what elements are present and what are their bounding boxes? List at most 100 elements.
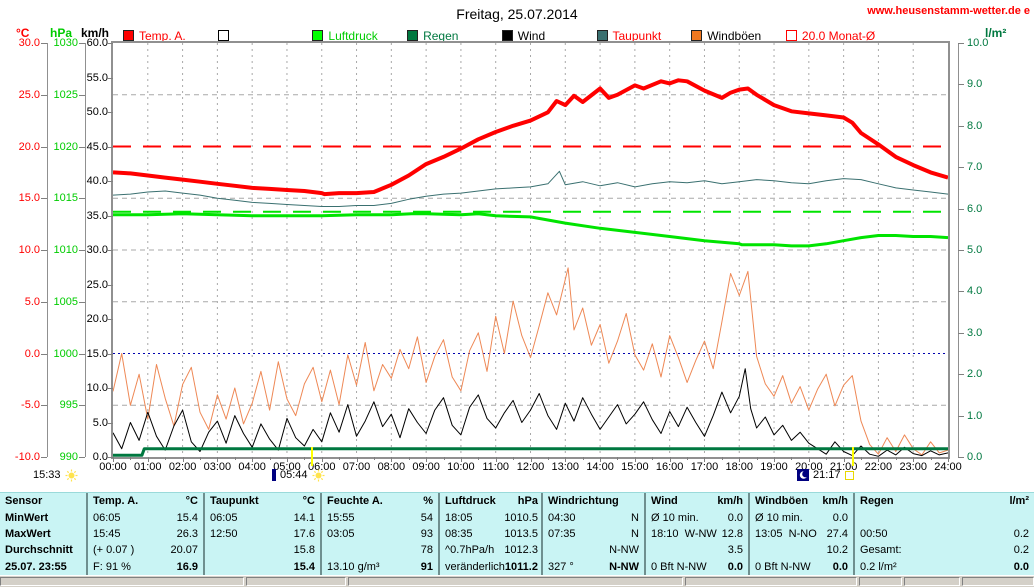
hour-tick	[252, 457, 254, 462]
half-hour-tick	[861, 457, 863, 460]
table-row: Gesamt: 0.2	[860, 544, 1029, 557]
statusbar-segment	[246, 577, 346, 586]
table-col-sensor: Sensor MinWert MaxWert Durchschnitt 25.07. 2…	[0, 493, 88, 575]
half-hour-tick	[617, 457, 619, 460]
time-label: 07:00	[342, 461, 371, 473]
wind-tick-label: 25.0	[86, 278, 108, 291]
pressure-tick-label: 995	[59, 399, 78, 412]
time-label: 23:00	[899, 461, 927, 473]
table-row: 10.2	[826, 544, 848, 557]
legend-item-temp-a-[interactable]: Temp. A.	[123, 28, 186, 43]
rain-tick	[958, 250, 964, 251]
time-label: 24:00	[934, 461, 962, 473]
hour-tick	[495, 457, 497, 462]
rain-tick-label: 3.0	[967, 326, 983, 339]
legend-item-windb-en[interactable]: Windböen	[691, 29, 761, 43]
table-row: Ø 10 min. 0.0	[755, 511, 848, 524]
hour-tick	[113, 457, 114, 462]
pressure-tick-label: 1025	[53, 88, 78, 101]
series-luftdruck	[113, 212, 948, 248]
wind-tick-label: 35.0	[86, 209, 108, 222]
table-header: Windrichtung	[548, 495, 619, 508]
legend-item-wind[interactable]: Wind	[501, 29, 545, 43]
wind-tick	[107, 77, 113, 79]
hour-tick	[286, 457, 288, 462]
sunrise-time: 05:44	[280, 469, 308, 481]
time-label: 14:00	[586, 461, 614, 473]
chart-plot-area	[113, 43, 948, 457]
time-label: 22:00	[864, 461, 893, 473]
hour-tick	[843, 457, 845, 462]
rain-tick-label: 9.0	[967, 78, 983, 91]
half-hour-tick	[199, 457, 201, 460]
pressure-tick	[79, 146, 85, 148]
page-title: Freitag, 25.07.2014	[456, 6, 578, 22]
wind-tick	[107, 284, 113, 286]
hour-tick	[147, 457, 149, 462]
wind-tick	[107, 250, 113, 251]
half-hour-tick	[339, 457, 341, 460]
time-label: 13:00	[551, 461, 580, 473]
legend-item-empty[interactable]	[217, 29, 234, 42]
wind-tick-label: 5.0	[92, 416, 108, 429]
table-col-windrichtung: Windrichtung 04:30 N 07:35 N N-NW 327 ° N-NW	[543, 493, 646, 575]
temp-tick-label: 25.0	[18, 88, 40, 101]
row-label: Sensor	[5, 495, 43, 508]
legend-label: Temp. A.	[139, 28, 186, 43]
legend-item-20-0-monat-[interactable]: 20.0 Monat-Ø	[785, 29, 875, 43]
rain-tick	[958, 125, 964, 127]
legend-item-taupunkt[interactable]: Taupunkt	[596, 29, 661, 43]
table-row: 327 ° N-NW	[548, 560, 639, 573]
pressure-tick-label: 1030	[53, 37, 78, 49]
table-row: 18:05 1010.5	[445, 511, 538, 524]
temp-tick-label: -10.0	[14, 451, 40, 463]
series-regen	[113, 447, 948, 457]
rain-tick-label: 4.0	[967, 285, 983, 298]
wind-tick-label: 10.0	[86, 382, 108, 394]
legend-item-regen[interactable]: Regen	[407, 28, 459, 43]
legend-label: Regen	[423, 28, 459, 43]
website-link[interactable]: www.heusenstamm-wetter.de e	[867, 5, 1030, 17]
half-hour-tick	[791, 457, 793, 460]
half-hour-tick	[895, 457, 897, 460]
sunset-line	[852, 447, 854, 466]
hour-tick	[878, 457, 880, 462]
legend-swatch	[407, 30, 419, 41]
rain-tick-label: 7.0	[967, 161, 983, 174]
rain-tick-label: 8.0	[967, 119, 983, 132]
rain-tick	[958, 84, 964, 86]
rain-tick	[958, 208, 964, 210]
rain-tick	[958, 457, 964, 458]
statusbar-segment	[685, 577, 857, 586]
table-header: Luftdruck hPa	[445, 495, 538, 508]
legend-item-luftdruck[interactable]: Luftdruck	[312, 29, 378, 43]
temp-axis-unit: °C	[16, 26, 30, 40]
hour-tick	[460, 457, 462, 462]
wind-tick	[107, 422, 113, 424]
wind-tick	[107, 112, 113, 113]
temp-tick	[41, 301, 47, 303]
rain-tick	[958, 374, 964, 376]
half-hour-tick	[930, 457, 932, 460]
time-label: 21:00	[829, 461, 858, 473]
moonrise-marker: 15:33	[33, 468, 78, 482]
moon-phase-icon	[844, 470, 854, 480]
table-col-regen: Regen l/m² 00:50 0.2 Gesamt: 0.2 0.2 l/m² 0.0	[855, 493, 1034, 575]
time-label: 16:00	[655, 461, 684, 473]
rain-tick-label: 0.0	[967, 451, 983, 463]
sun-icon	[312, 469, 325, 481]
half-hour-tick	[269, 457, 271, 460]
half-hour-tick	[756, 457, 758, 460]
wind-tick-label: 40.0	[86, 175, 108, 187]
time-label: 02:00	[168, 461, 197, 473]
time-label: 17:00	[690, 461, 719, 473]
series-temp-a-	[113, 78, 948, 197]
table-row: 18:10 W-NW 12.8	[651, 527, 743, 540]
table-row	[855, 509, 1034, 525]
rain-tick	[958, 415, 964, 417]
half-hour-tick	[652, 457, 654, 460]
row-label: MaxWert	[5, 527, 51, 540]
statusbar-segment	[859, 577, 902, 586]
half-hour-tick	[234, 457, 236, 460]
time-label: 11:00	[482, 461, 510, 473]
